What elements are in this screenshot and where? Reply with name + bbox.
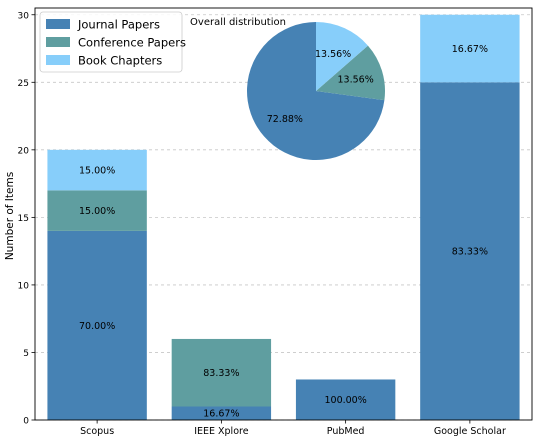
x-tick-label: PubMed <box>327 426 365 437</box>
legend-label: Journal Papers <box>77 18 160 32</box>
bar-value-label: 16.67% <box>203 409 239 420</box>
pie-slice-label: 72.88% <box>267 114 303 125</box>
y-tick-label: 0 <box>23 417 29 427</box>
bar-segment <box>47 230 147 420</box>
pie-slice <box>316 45 386 101</box>
legend-swatch <box>46 19 70 29</box>
axes <box>34 7 533 421</box>
pie-chart: 72.88% 13.56% 13.56% <box>247 22 386 161</box>
y-tick-label: 10 <box>18 281 30 291</box>
legend-swatch <box>46 55 70 65</box>
bar-value-label: 16.67% <box>452 44 488 55</box>
bar-value-label: 100.00% <box>324 395 366 406</box>
pie-slice-label: 13.56% <box>315 49 351 60</box>
bar-value-label: 83.33% <box>203 368 239 379</box>
y-tick-label: 5 <box>23 349 29 359</box>
pie-slice <box>316 22 368 91</box>
x-tick-label: IEEE Xplore <box>194 426 249 437</box>
y-ticks: 0 5 10 15 20 25 30 <box>18 11 35 427</box>
bars <box>47 14 520 421</box>
bar-segment <box>171 406 272 420</box>
legend-swatch <box>46 37 70 47</box>
axes-frame <box>34 7 533 421</box>
bar-segment <box>171 338 272 407</box>
y-tick-label: 15 <box>18 214 29 224</box>
pie-slice <box>247 22 385 161</box>
bar-segment <box>420 82 520 421</box>
bar-segment <box>295 379 396 420</box>
bar-value-label: 83.33% <box>452 247 488 258</box>
legend-label: Conference Papers <box>78 36 186 50</box>
bar-labels: 70.00% 15.00% 15.00% 16.67% 83.33% 100.00% 83.… <box>79 44 488 420</box>
bar-value-label: 70.00% <box>79 321 115 332</box>
y-axis-label: Number of Items <box>4 172 16 260</box>
y-tick-label: 20 <box>18 146 30 156</box>
bar-segment <box>420 14 520 83</box>
bar-segment <box>47 149 147 191</box>
y-tick-label: 30 <box>18 11 30 21</box>
bar-segment <box>47 190 147 231</box>
y-tick-label: 25 <box>18 79 29 89</box>
x-tick-label: Google Scholar <box>434 426 506 437</box>
x-ticks: Scopus IEEE Xplore PubMed Google Scholar <box>80 420 506 437</box>
bar-value-label: 15.00% <box>79 206 115 217</box>
x-tick-label: Scopus <box>80 426 114 437</box>
bar-value-label: 15.00% <box>79 166 115 177</box>
legend-label: Book Chapters <box>78 54 162 68</box>
pie-title: Overall distribution <box>190 17 286 28</box>
pie-slice-label: 13.56% <box>338 75 374 86</box>
legend-box <box>39 11 183 73</box>
legend: Journal Papers Conference Papers Book Chap… <box>39 11 186 73</box>
